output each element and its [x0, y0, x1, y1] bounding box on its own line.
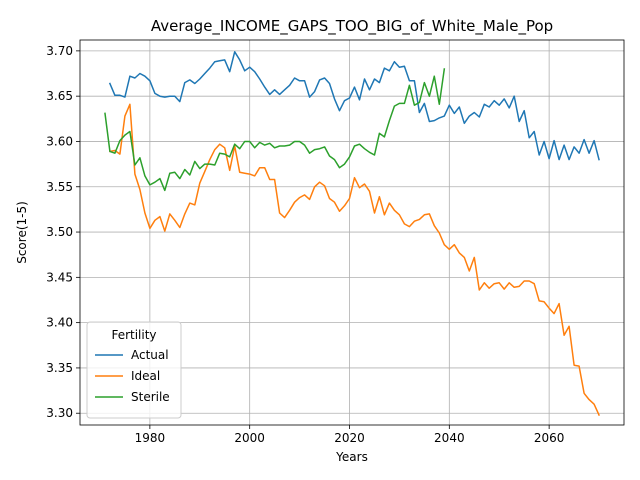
y-tick-label: 3.60 [46, 134, 73, 148]
chart-title: Average_INCOME_GAPS_TOO_BIG_of_White_Mal… [151, 17, 553, 36]
series-line-actual [108, 51, 600, 161]
plot-frame [79, 39, 625, 426]
y-tick-label: 3.35 [46, 361, 73, 375]
legend-box [86, 321, 182, 419]
series-line-ideal [109, 103, 600, 416]
y-tick-label: 3.70 [46, 44, 73, 58]
y-tick-label: 3.30 [46, 406, 73, 420]
series-layer [104, 51, 600, 416]
legend-label-ideal: Ideal [131, 369, 160, 383]
y-tick-label: 3.50 [46, 225, 73, 239]
x-tick-label: 1980 [135, 431, 166, 445]
y-tick-label: 3.40 [46, 316, 73, 330]
legend-label-actual: Actual [131, 348, 169, 362]
x-tick-label: 2020 [334, 431, 365, 445]
y-tick-label: 3.45 [46, 270, 73, 284]
y-axis-label: Score(1-5) [15, 201, 29, 264]
legend-title: Fertility [111, 328, 156, 342]
x-tick-label: 2040 [434, 431, 465, 445]
legend: Fertility Actual Ideal Sterile [86, 321, 182, 419]
y-tick-label: 3.55 [46, 180, 73, 194]
legend-items: Actual Ideal Sterile [95, 348, 170, 404]
axis-ticks: 1980 2000 2020 2040 2060 3.30 3.35 3.40 3.45 3.50… [46, 44, 564, 445]
x-tick-label: 2000 [234, 431, 265, 445]
y-tick-label: 3.65 [46, 89, 73, 103]
series-line-sterile [104, 68, 446, 192]
x-axis-label: Years [335, 450, 368, 464]
x-tick-label: 2060 [534, 431, 565, 445]
legend-label-sterile: Sterile [131, 390, 170, 404]
